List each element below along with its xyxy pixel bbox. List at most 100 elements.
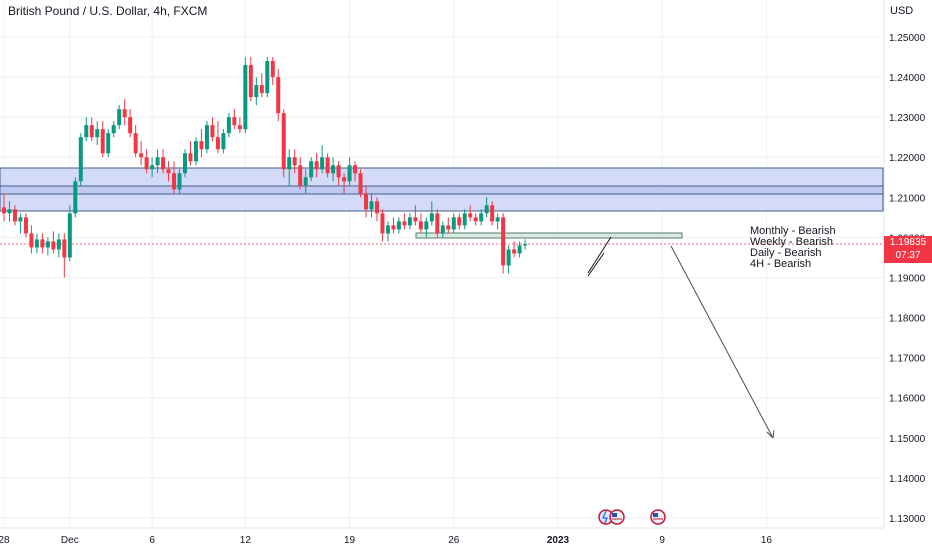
price-axis[interactable]: 1.250001.240001.230001.220001.210001.200… — [889, 33, 926, 525]
candle[interactable] — [270, 57, 275, 86]
candle[interactable] — [484, 197, 489, 218]
candle[interactable] — [501, 213, 506, 274]
candle[interactable] — [462, 209, 467, 230]
candle[interactable] — [248, 57, 253, 102]
candle[interactable] — [18, 213, 23, 234]
candle[interactable] — [276, 69, 281, 122]
candle[interactable] — [473, 213, 478, 226]
resistance-zone-inner[interactable] — [0, 185, 884, 195]
candle[interactable] — [34, 233, 39, 254]
candle[interactable] — [407, 213, 412, 230]
candle[interactable] — [144, 149, 149, 174]
candle[interactable] — [40, 233, 45, 254]
candle[interactable] — [265, 57, 270, 98]
candle[interactable] — [353, 161, 358, 182]
candle[interactable] — [325, 153, 330, 178]
candle[interactable] — [226, 113, 231, 138]
candle[interactable] — [45, 237, 50, 256]
candle[interactable] — [490, 201, 495, 226]
candle[interactable] — [89, 117, 94, 142]
candle[interactable] — [23, 213, 28, 238]
candle[interactable] — [396, 217, 401, 234]
candle[interactable] — [100, 121, 105, 158]
candle[interactable] — [2, 193, 6, 222]
candle[interactable] — [95, 121, 100, 146]
candle[interactable] — [139, 141, 144, 166]
support-zone[interactable] — [415, 232, 683, 239]
candle[interactable] — [199, 129, 204, 158]
candle[interactable] — [287, 149, 292, 186]
trend-annotation[interactable]: Monthly - Bearish Weekly - Bearish Daily… — [750, 226, 836, 270]
candle[interactable] — [369, 193, 374, 218]
candle[interactable] — [281, 109, 286, 178]
candle[interactable] — [243, 57, 248, 134]
candle[interactable] — [418, 213, 423, 234]
time-axis[interactable]: 28 Dec 6 12 19 26 2023 9 16 — [0, 535, 772, 546]
forecast-arrow-line[interactable] — [670, 245, 774, 439]
candle[interactable] — [67, 205, 72, 262]
candle[interactable] — [188, 141, 193, 166]
candle[interactable] — [193, 137, 198, 166]
candle[interactable] — [517, 241, 522, 258]
candle[interactable] — [210, 117, 215, 142]
candle[interactable] — [111, 121, 116, 138]
candle[interactable] — [429, 201, 434, 226]
candle[interactable] — [292, 149, 297, 174]
candle[interactable] — [183, 149, 188, 178]
candle[interactable] — [495, 213, 500, 230]
candle[interactable] — [342, 173, 347, 194]
candle[interactable] — [303, 169, 308, 194]
candle[interactable] — [215, 121, 220, 154]
candle[interactable] — [150, 157, 155, 178]
candle[interactable] — [237, 117, 242, 134]
candle[interactable] — [468, 205, 473, 222]
candle[interactable] — [84, 117, 89, 142]
candle[interactable] — [161, 149, 166, 174]
candle[interactable] — [106, 129, 111, 158]
candle[interactable] — [232, 109, 237, 130]
rising-wedge-line-lower[interactable] — [587, 252, 605, 277]
candle[interactable] — [380, 209, 385, 242]
candle[interactable] — [298, 157, 303, 190]
candle[interactable] — [402, 213, 407, 230]
candle[interactable] — [347, 157, 352, 186]
candle[interactable] — [358, 169, 363, 198]
candle[interactable] — [413, 205, 418, 226]
candle[interactable] — [78, 133, 83, 186]
candle[interactable] — [254, 77, 259, 106]
candle[interactable] — [73, 177, 78, 218]
candle[interactable] — [391, 217, 396, 234]
candle[interactable] — [320, 145, 325, 174]
candle[interactable] — [259, 73, 264, 98]
candle[interactable] — [62, 233, 67, 278]
rising-wedge-line-upper[interactable] — [587, 236, 612, 274]
candle[interactable] — [385, 221, 390, 242]
candle[interactable] — [12, 205, 17, 226]
candle[interactable] — [177, 169, 182, 194]
candle[interactable] — [451, 213, 456, 234]
candle[interactable] — [331, 157, 336, 182]
candle[interactable] — [440, 221, 445, 238]
candle[interactable] — [221, 129, 226, 154]
candle[interactable] — [7, 201, 12, 222]
candle[interactable] — [523, 239, 528, 250]
candle[interactable] — [506, 245, 511, 274]
candle[interactable] — [364, 185, 369, 218]
candle[interactable] — [457, 213, 462, 230]
candle[interactable] — [172, 161, 177, 194]
candle[interactable] — [374, 197, 379, 222]
candle[interactable] — [204, 121, 209, 154]
candle[interactable] — [166, 161, 171, 182]
candle[interactable] — [128, 109, 133, 138]
candle[interactable] — [117, 105, 122, 130]
candle[interactable] — [51, 231, 56, 254]
candle[interactable] — [29, 225, 34, 254]
candle[interactable] — [446, 217, 451, 234]
candle[interactable] — [336, 161, 341, 186]
candle[interactable] — [512, 241, 517, 258]
candle[interactable] — [435, 209, 440, 238]
candle[interactable] — [309, 157, 314, 182]
candle[interactable] — [133, 125, 138, 158]
candle[interactable] — [56, 233, 61, 258]
